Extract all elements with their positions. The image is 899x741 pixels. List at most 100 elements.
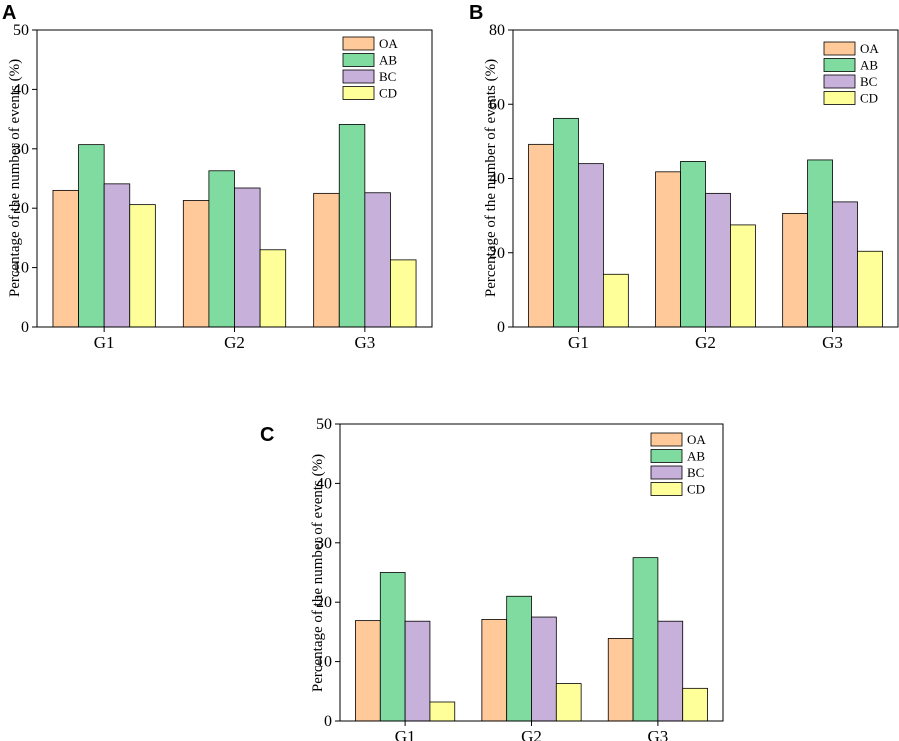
bar-bc-g3 [364,192,391,328]
x-tick-label: G1 [568,333,589,352]
x-tick-label: G3 [647,727,668,741]
legend-swatch-cd [650,482,683,496]
panel-letter: B [469,2,483,24]
legend-swatch-ab [823,58,856,72]
legend-swatch-bc [650,465,683,480]
bar-cd-g1 [603,273,629,328]
bar-oa-g1 [355,620,381,722]
x-tick-label: G2 [224,333,245,352]
bar-cd-g3 [682,687,708,722]
x-tick-label: G3 [822,333,843,352]
panel-c: C G1 G2 G3 0 10 20 30 40 50 Percentage of the numb… [260,416,724,741]
bar-ab-g2 [680,161,706,328]
bar-bc-g3 [832,201,858,328]
legend-label-ab: AB [687,449,705,464]
bar-ab-g3 [632,557,659,722]
panel-letter: A [2,2,16,24]
y-tick-label: 30 [316,535,332,552]
legend-label-cd: CD [687,482,705,497]
plot-frame [339,423,724,722]
y-tick-label: 40 [316,475,332,492]
bar-cd-g1 [429,701,456,722]
panel-b: B G1 G2 G3 0 20 40 60 80 Percentage of the number… [469,2,899,352]
y-axis-title: Percentage of the number of events (%) [7,59,23,297]
x-tick-label: G3 [354,333,375,352]
legend-label-ab: AB [860,58,878,73]
y-tick-label: 60 [489,96,505,113]
y-tick-label: 40 [13,81,29,98]
legend-label-ab: AB [379,53,397,68]
y-tick-label: 30 [13,141,29,158]
bar-cd-g2 [730,224,756,328]
bar-oa-g3 [782,212,809,328]
y-tick-label: 20 [489,245,505,262]
legend-label-cd: CD [379,86,397,101]
y-tick-label: 10 [13,260,29,277]
bar-bc-g1 [103,183,131,328]
bar-oa-g2 [182,200,210,328]
x-tick-label: G1 [395,727,416,741]
y-tick-label: 0 [324,713,332,730]
bar-bc-g1 [578,163,604,328]
bar-oa-g3 [313,192,340,328]
legend-swatch-cd [823,91,856,105]
panel-letter: C [260,424,274,446]
x-tick-label: G1 [94,333,115,352]
legend-label-oa: OA [860,41,879,56]
legend-swatch-oa [342,36,375,51]
bar-bc-g2 [234,187,261,328]
legend-label-oa: OA [687,432,706,447]
legend-swatch-bc [342,69,375,84]
bar-bc-g2 [531,616,557,722]
bar-cd-g2 [259,249,287,328]
bar-cd-g3 [390,259,417,328]
bar-cd-g2 [555,683,582,722]
plot-frame [512,29,899,328]
y-axis-title: Percentage of the number of events (%) [483,59,499,297]
y-tick-label: 20 [13,200,29,217]
bar-ab-g2 [208,170,235,328]
bar-cd-g3 [857,250,883,328]
bar-ab-g1 [553,117,579,328]
bar-bc-g3 [657,620,684,722]
y-tick-label: 50 [13,22,29,39]
y-tick-label: 80 [489,22,505,39]
y-axis-title: Percentage of the number of events (%) [310,454,326,692]
y-tick-label: 20 [316,594,332,611]
legend-label-bc: BC [379,69,396,84]
y-tick-label: 50 [316,416,332,433]
bar-ab-g3 [338,124,366,328]
bar-oa-g2 [655,171,681,328]
bar-oa-g3 [607,638,634,722]
plot-frame [36,29,433,328]
bar-oa-g1 [528,143,554,328]
legend-swatch-cd [342,86,375,100]
bar-ab-g1 [78,144,105,328]
bar-oa-g2 [481,619,508,722]
panel-a: A G1 G2 G3 0 10 20 30 40 50 Percentage of the numb… [2,2,433,352]
x-tick-label: G2 [521,727,542,741]
y-tick-label: 0 [497,319,505,336]
legend-swatch-ab [342,53,375,67]
y-tick-label: 0 [21,319,29,336]
y-tick-label: 10 [316,654,332,671]
x-tick-label: G2 [695,333,716,352]
y-tick-label: 40 [489,171,505,188]
legend-swatch-oa [650,432,683,447]
bar-ab-g1 [379,572,406,722]
legend-swatch-oa [823,41,856,56]
bar-bc-g2 [705,192,731,328]
legend-label-cd: CD [860,91,878,106]
bar-bc-g1 [404,620,431,722]
bar-oa-g1 [52,189,79,328]
bar-ab-g2 [506,595,532,722]
legend-label-bc: BC [687,465,704,480]
bar-ab-g3 [807,159,833,328]
legend-swatch-ab [650,449,683,463]
bar-cd-g1 [129,204,156,328]
legend-label-oa: OA [379,36,398,51]
